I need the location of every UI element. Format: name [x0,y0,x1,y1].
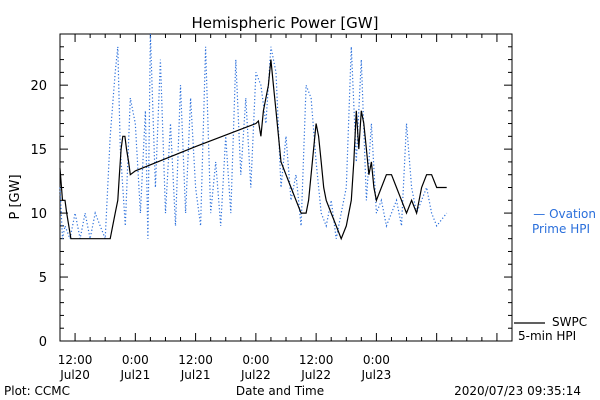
x-tick-label-day: Jul20 [59,368,90,382]
x-tick-label-day: Jul22 [300,368,331,382]
series-line-swpc [59,59,447,241]
chart-title: Hemispheric Power [GW] [192,14,379,32]
y-tick-label: 20 [30,79,47,94]
legend-swpc-line2: 5-min HPI [518,329,576,343]
x-tick-label-day: Jul23 [361,368,392,382]
y-tick-label: 0 [39,335,47,350]
x-axis-label: Date and Time [236,384,324,398]
x-tick-label-day: Jul21 [180,368,211,382]
legend-ovation-line2: Prime HPI [532,222,590,236]
series-line-ovation-prime [59,33,448,241]
x-tick-label-hour: 12:00 [299,353,334,367]
y-axis-label: P [GW] [8,174,23,219]
legend-ovation-line1: — Ovation [533,207,596,221]
x-tick-label-day: Jul21 [119,368,150,382]
y-axis: 0 5 10 15 20 [30,33,512,350]
y-tick-label: 15 [30,143,47,158]
x-tick-label-hour: 0:00 [122,353,149,367]
x-axis: 12:00Jul200:00Jul2112:00Jul210:00Jul2212… [58,34,513,382]
y-tick-label: 5 [39,271,47,286]
x-tick-label-hour: 12:00 [178,353,213,367]
legend-swpc-line1: SWPC [552,315,587,329]
footer-source: Plot: CCMC [4,384,70,398]
x-tick-label-hour: 0:00 [242,353,269,367]
x-tick-label-hour: 12:00 [58,353,93,367]
y-tick-label: 10 [30,207,47,222]
x-tick-label-hour: 0:00 [363,353,390,367]
footer-timestamp: 2020/07/23 09:35:14 [454,384,581,398]
x-tick-label-day: Jul22 [240,368,271,382]
series-layer [59,33,448,241]
